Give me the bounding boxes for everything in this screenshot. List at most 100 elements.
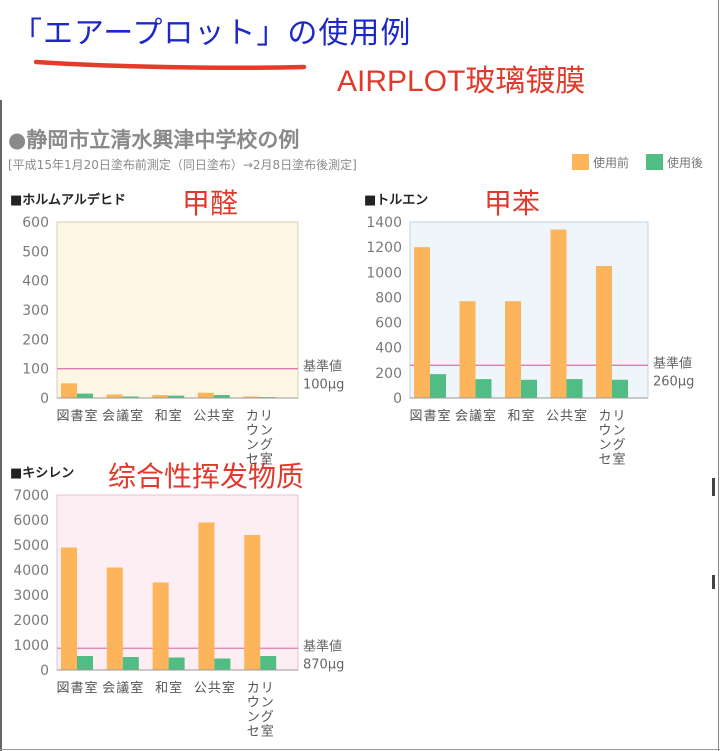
category-label-char: 室 [84,408,97,424]
category-label-char: 図 [409,409,422,424]
y-tick-label: 0 [393,391,402,407]
category-label-char: 室 [260,452,273,468]
bar-before [106,567,123,670]
bar-before [596,266,612,398]
category-label-char: 書 [423,409,436,424]
y-tick-label: 4000 [13,563,49,579]
bar-after [213,395,230,398]
category-label-char: 室 [483,408,496,424]
category-label-char: 室 [169,408,182,424]
annotation-toluene: 甲苯 [484,187,541,220]
category-label-char: 室 [221,408,234,424]
category-label-char: 和 [507,409,520,424]
bar-after [214,658,231,670]
bar-after [566,379,583,398]
legend-swatch-before [572,154,589,170]
category-label-char: 会 [455,409,468,424]
legend-item-before: 使用前 [572,153,629,171]
y-tick-label: 1000 [366,265,402,281]
category-label-char: リ [261,681,274,696]
category-label-char: リ [260,409,273,424]
category-label-char: カ [598,409,611,424]
y-tick-label: 5000 [13,538,49,554]
category-label-char: 共 [560,409,573,424]
y-tick-label: 400 [22,274,49,290]
category-label-char: 室 [261,724,274,740]
y-tick-label: 7000 [13,488,49,504]
y-tick-label: 500 [22,244,49,260]
bar-after [430,374,446,398]
category-label-char: 共 [207,409,220,424]
legend-swatch-after [646,154,663,170]
category-label-char: 室 [130,680,143,696]
legend-label-before: 使用前 [593,155,630,170]
bar-before [459,301,476,398]
category-label-char: セ [598,453,611,468]
y-tick-label: 200 [22,332,49,348]
bar-after [168,657,185,670]
bar-after [475,379,492,398]
category-label-char: ン [598,438,611,453]
bar-before [61,547,77,670]
frame-left-border [0,100,2,751]
bar-after [122,657,139,670]
page-subtitle: AIRPLOT玻璃镀膜 [337,65,586,98]
category-label-char: 共 [208,681,221,696]
category-label-char: 室 [222,680,235,696]
category-label-char: グ [261,710,274,725]
annotation-formaldehyde: 甲醛 [182,187,239,220]
category-label-char: ウ [246,424,259,439]
category-label-char: 室 [521,408,534,424]
bar-after [612,379,628,398]
category-label-char: ウ [247,696,260,711]
bar-before [152,582,169,670]
category-label-char: 室 [169,680,182,696]
y-tick-label: 600 [375,316,402,332]
chart-title-formaldehyde: ■ホルムアルデヒド [10,193,126,208]
legend-label-after: 使用後 [667,155,704,170]
bar-before [152,395,169,398]
y-tick-label: 1200 [366,240,402,256]
baseline-value-label: 260μg [653,374,694,389]
category-label-char: 和 [155,681,168,696]
category-label-char: 公 [194,681,207,696]
page-title: 「エアープロット」の使用例 [12,16,412,51]
category-label-char: 室 [84,680,97,696]
y-tick-label: 800 [375,290,402,306]
y-tick-label: 100 [22,362,49,378]
category-label-char: グ [260,438,273,453]
category-label-char: 会 [102,409,115,424]
plot-area [56,221,299,399]
bar-before [243,396,260,398]
baseline-value-label: 870μg [303,657,344,672]
category-label-char: 図 [56,681,69,696]
category-label-char: 議 [116,681,129,696]
bar-after [168,395,185,398]
frame-bottom-border [0,749,720,750]
bar-after [77,393,93,398]
category-label-char: 室 [574,408,587,424]
y-tick-label: 6000 [13,513,49,529]
y-tick-label: 3000 [13,588,49,604]
category-label-char: セ [247,725,260,740]
baseline-label: 基準値 [653,355,692,371]
y-tick-label: 0 [40,391,49,407]
y-tick-label: 2000 [13,613,49,629]
bar-before [550,229,567,398]
edge-mark [712,575,715,589]
category-label-char: 図 [56,409,69,424]
bar-before [414,247,430,398]
category-label-char: 書 [70,409,83,424]
category-label-char: 室 [437,408,450,424]
category-label-char: ン [260,424,273,439]
red-underline-stroke [34,59,307,71]
bar-before [106,394,123,398]
y-tick-label: 300 [22,303,49,319]
school-title: ●静岡市立清水興津中学校の例 [8,128,300,152]
category-label-char: 会 [102,681,115,696]
bar-before [197,392,214,398]
category-label-char: 室 [612,452,625,468]
date-note: [平成15年1月20日塗布前測定（同日塗布）→2月8日塗布後測定] [8,158,357,172]
category-label-char: リ [612,409,625,424]
category-label-char: グ [612,438,625,453]
